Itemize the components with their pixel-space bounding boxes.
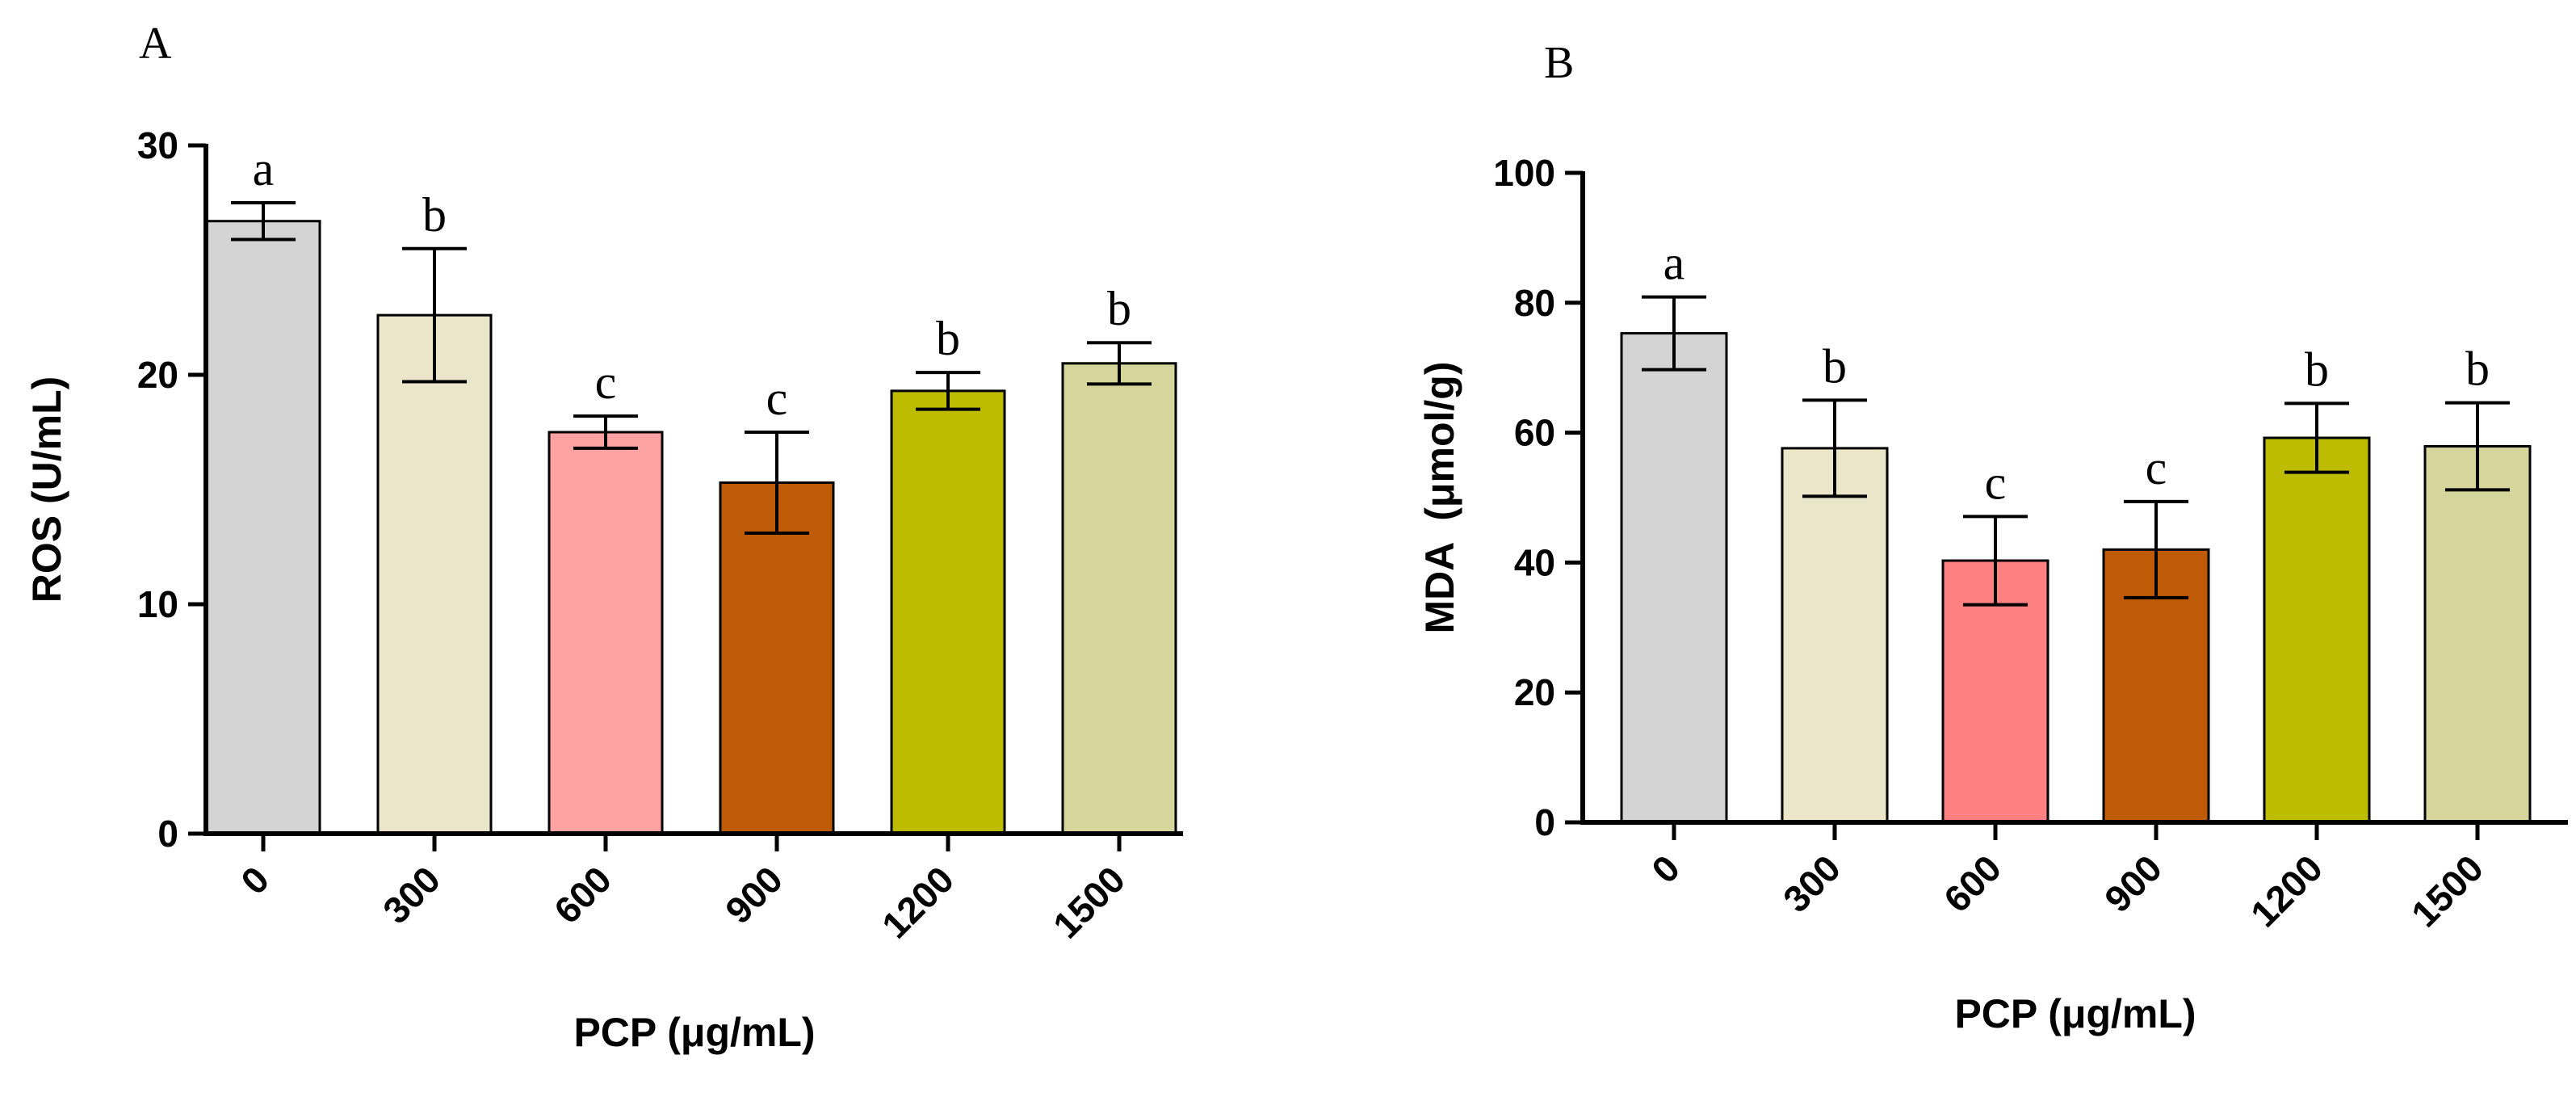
a-x-tick-label-300: 300 xyxy=(375,858,448,931)
a-bar-1200 xyxy=(890,389,1006,835)
b-significance-0: a xyxy=(1663,237,1685,290)
panel-b-letter: B xyxy=(1544,38,1574,88)
a-error-bar-0 xyxy=(231,201,296,242)
b-significance-600: c xyxy=(1985,456,2007,509)
b-error-bar-300 xyxy=(1802,398,1867,498)
a-x-tick-label-600: 600 xyxy=(546,858,619,931)
a-y-tick-label-20: 20 xyxy=(137,354,178,396)
b-y-tick-label-80: 80 xyxy=(1514,282,1555,324)
a-bar-300 xyxy=(376,313,493,835)
b-error-bar-0 xyxy=(1642,295,1706,372)
b-error-bar-1200 xyxy=(2284,401,2349,474)
b-significance-300: b xyxy=(1823,339,1847,393)
b-x-axis-title: PCP (μg/mL) xyxy=(1954,991,2196,1036)
b-x-tick-label-0: 0 xyxy=(1643,847,1688,891)
a-error-bar-600 xyxy=(573,414,638,450)
chart-b: a 0 b 300 c 600 c 900 b 1200 b 1500 0 20 40 60 80 100 PCP … xyxy=(1417,152,2568,1036)
a-bar-900 xyxy=(719,481,835,835)
b-significance-1200: b xyxy=(2305,343,2329,396)
b-y-tick-label-0: 0 xyxy=(1534,801,1555,843)
b-bar-1200 xyxy=(2263,436,2371,824)
a-x-tick-label-0: 0 xyxy=(233,858,277,902)
chart-a: a 0 b 300 c 600 c 900 b 1200 b 1500 0 10 20 30 PCP (μg/m… xyxy=(24,124,1183,1055)
b-x-tick-label-1500: 1500 xyxy=(2403,847,2491,935)
a-significance-0: a xyxy=(253,142,275,195)
a-significance-1500: b xyxy=(1107,282,1131,335)
b-x-tick-label-1200: 1200 xyxy=(2242,847,2331,935)
a-bar-600 xyxy=(548,431,664,835)
b-significance-900: c xyxy=(2146,441,2167,494)
a-error-bar-1200 xyxy=(916,371,980,411)
a-y-tick-label-10: 10 xyxy=(137,583,178,625)
a-significance-900: c xyxy=(766,372,788,425)
a-significance-1200: b xyxy=(936,312,960,365)
b-y-tick-label-20: 20 xyxy=(1514,671,1555,713)
a-y-tick-label-0: 0 xyxy=(157,813,178,855)
a-significance-300: b xyxy=(422,188,447,242)
a-x-tick-label-1200: 1200 xyxy=(874,858,962,946)
b-bar-0 xyxy=(1620,332,1728,824)
b-y-tick-label-60: 60 xyxy=(1514,412,1555,454)
b-y-tick-label-100: 100 xyxy=(1493,152,1555,194)
b-x-tick-label-300: 300 xyxy=(1775,847,1848,920)
b-bar-1500 xyxy=(2423,444,2532,824)
a-error-bar-900 xyxy=(745,431,809,535)
b-error-bar-900 xyxy=(2124,499,2188,599)
a-y-tick-label-30: 30 xyxy=(137,124,178,166)
b-y-tick-label-40: 40 xyxy=(1514,541,1555,583)
a-x-axis-title: PCP (μg/mL) xyxy=(573,1010,815,1055)
b-x-tick-label-900: 900 xyxy=(2096,847,2170,920)
a-bar-1500 xyxy=(1061,362,1177,835)
b-error-bar-600 xyxy=(1963,515,2028,607)
b-x-tick-label-600: 600 xyxy=(1936,847,2009,920)
a-y-axis-title: ROS (U/mL) xyxy=(24,376,69,603)
a-significance-600: c xyxy=(595,355,617,409)
panel-a-letter: A xyxy=(139,19,172,69)
a-error-bar-1500 xyxy=(1087,341,1152,386)
a-bar-0 xyxy=(205,220,321,835)
a-x-tick-label-900: 900 xyxy=(717,858,791,931)
b-significance-1500: b xyxy=(2465,343,2490,396)
b-error-bar-1500 xyxy=(2445,401,2510,492)
a-x-tick-label-1500: 1500 xyxy=(1045,858,1133,946)
a-error-bar-300 xyxy=(402,246,467,384)
b-y-axis-title: MDA (μmol/g) xyxy=(1417,361,1462,633)
b-bar-300 xyxy=(1781,447,1889,824)
